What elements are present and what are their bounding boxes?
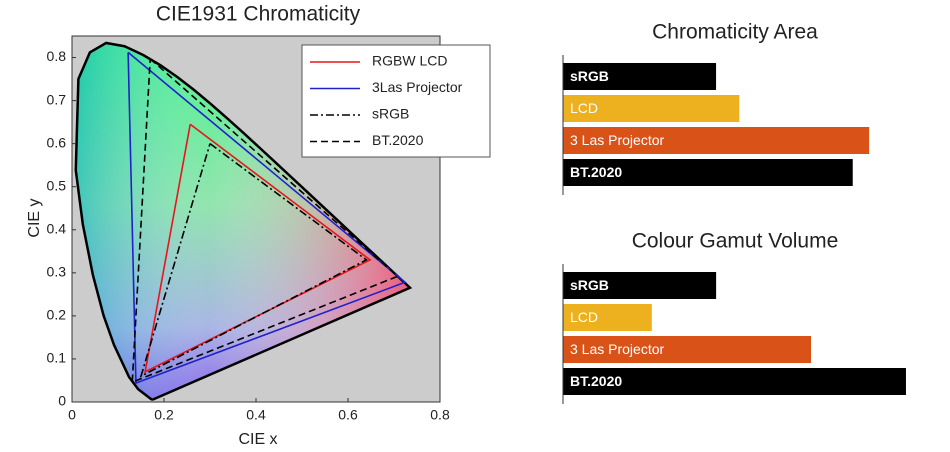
x-tick-label: 0.8 (430, 407, 450, 423)
bar (563, 159, 853, 186)
y-tick-label: 0.4 (47, 220, 67, 236)
gamut-line (139, 143, 368, 378)
x-tick-label: 0.6 (338, 407, 358, 423)
y-tick-label: 0.2 (47, 307, 67, 323)
legend-label: RGBW LCD (372, 53, 447, 69)
bar-label: BT.2020 (570, 373, 622, 389)
bar-label: LCD (570, 100, 598, 116)
bar (563, 63, 717, 90)
x-tick-label: 0.2 (154, 407, 174, 423)
legend-box (301, 44, 491, 158)
bar (563, 127, 870, 154)
x-axis-label: CIE x (238, 431, 277, 448)
chart-title: Chromaticity Area (652, 21, 818, 44)
x-tick-label: 0 (68, 407, 76, 423)
bar (563, 368, 906, 395)
x-tick-label: 0.4 (246, 407, 266, 423)
legend-label: 3Las Projector (372, 79, 463, 95)
y-tick-label: 0 (58, 393, 66, 409)
bar-label: sRGB (570, 277, 609, 293)
bar-label: 3 Las Projector (570, 132, 664, 148)
bar (563, 336, 812, 363)
y-tick-label: 0.5 (47, 177, 67, 193)
y-tick-label: 0.3 (47, 264, 67, 280)
y-axis-label: CIE y (26, 198, 43, 237)
chart-title: CIE1931 Chromaticity (156, 3, 361, 26)
locus-fill (75, 42, 410, 400)
bar-label: 3 Las Projector (570, 341, 664, 357)
bar (563, 272, 717, 299)
y-tick-label: 0.7 (47, 91, 67, 107)
spectral-locus (74, 41, 413, 401)
chart-title: Colour Gamut Volume (632, 230, 839, 253)
legend-label: sRGB (372, 106, 409, 122)
gamut-line (127, 51, 407, 385)
y-tick-label: 0.1 (47, 350, 67, 366)
bar-label: BT.2020 (570, 164, 622, 180)
y-tick-label: 0.8 (47, 48, 67, 64)
y-tick-label: 0.6 (47, 134, 67, 150)
bar-label: sRGB (570, 68, 609, 84)
legend-label: BT.2020 (372, 132, 424, 148)
bar (563, 95, 740, 122)
bar (563, 304, 652, 331)
gamut-line (144, 123, 372, 374)
bar-label: LCD (570, 309, 598, 325)
